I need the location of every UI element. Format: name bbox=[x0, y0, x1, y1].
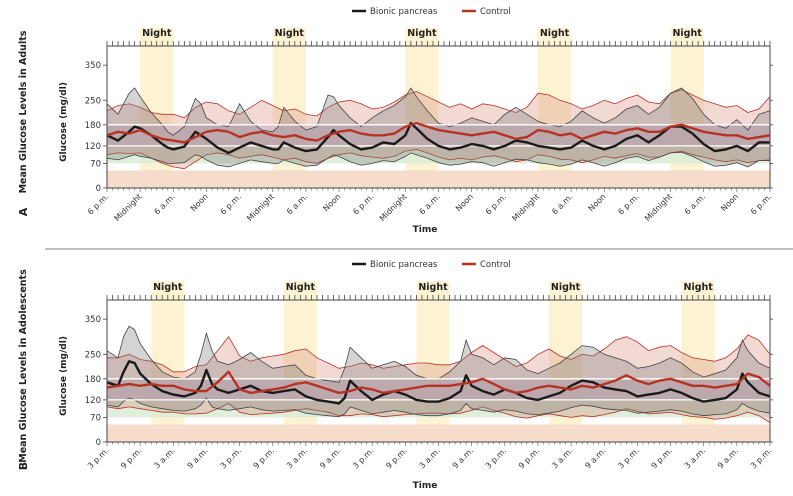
y-tick-label: 250 bbox=[85, 350, 101, 360]
night-band bbox=[416, 281, 450, 442]
night-band bbox=[151, 281, 185, 442]
panel-letter: A bbox=[17, 207, 30, 216]
y-tick-label: 70 bbox=[90, 413, 101, 423]
x-tick-label: Noon bbox=[321, 192, 342, 213]
x-tick-label: 3 p.m. bbox=[219, 446, 243, 470]
x-tick-label: Noon bbox=[719, 192, 740, 213]
x-tick-label: 3 a.m. bbox=[550, 446, 574, 470]
y-axis-title: Glucose (mg/dl) bbox=[59, 336, 69, 416]
x-tick-label: 9 a.m. bbox=[716, 446, 740, 470]
y-axis-title: Glucose (mg/dl) bbox=[59, 82, 69, 162]
bionic-upper-bound bbox=[106, 325, 771, 383]
panel-adolescents: Bionic pancreas Control Night Night Night Nig… bbox=[17, 260, 773, 491]
night-label: Night bbox=[540, 28, 570, 39]
x-tick-label: 9 a.m. bbox=[186, 446, 210, 470]
night-label: Night bbox=[684, 282, 714, 293]
y-tick-label: 350 bbox=[85, 315, 101, 325]
x-tick-label: 6 p.m. bbox=[219, 192, 243, 216]
night-label: Night bbox=[142, 28, 172, 39]
night-label: Night bbox=[286, 282, 316, 293]
x-tick-label: Midnight bbox=[643, 192, 674, 223]
hypoglycemia-band bbox=[107, 424, 770, 442]
x-tick-label: 6 a.m. bbox=[285, 192, 309, 216]
x-tick-label: 9 a.m. bbox=[318, 446, 342, 470]
x-tick-label: 6 a.m. bbox=[418, 192, 442, 216]
x-tick-label: Noon bbox=[189, 192, 210, 213]
night-label: Night bbox=[153, 282, 183, 293]
x-tick-label: 3 p.m. bbox=[86, 446, 110, 470]
legend-bionic-label: Bionic pancreas bbox=[370, 7, 438, 17]
x-tick-label: Midnight bbox=[510, 192, 541, 223]
x-tick-label: Midnight bbox=[113, 192, 144, 223]
x-tick-label: 6 a.m. bbox=[152, 192, 176, 216]
hypoglycemia-band bbox=[107, 170, 770, 188]
night-label: Night bbox=[672, 28, 702, 39]
x-tick-label: 3 p.m. bbox=[749, 446, 773, 470]
bionic-mean-line bbox=[106, 360, 771, 405]
legend-bionic-label: Bionic pancreas bbox=[370, 260, 438, 270]
x-tick-label: 6 p.m. bbox=[86, 192, 110, 216]
bionic-lower-bound bbox=[106, 397, 771, 418]
x-tick-label: Noon bbox=[587, 192, 608, 213]
target-range-band bbox=[107, 124, 770, 146]
panel-title: Mean Glucose Levels in Adults bbox=[18, 30, 29, 193]
y-tick-label: 0 bbox=[96, 184, 101, 194]
legend-control-label: Control bbox=[480, 260, 511, 270]
x-tick-label: 3 a.m. bbox=[683, 446, 707, 470]
x-tick-label: 9 a.m. bbox=[451, 446, 475, 470]
y-tick-label: 350 bbox=[85, 61, 101, 71]
night-label: Night bbox=[407, 28, 437, 39]
panel-adults: Bionic pancreas Control Night Night Night Nig… bbox=[17, 7, 773, 235]
y-tick-label: 70 bbox=[90, 159, 101, 169]
x-tick-label: 3 p.m. bbox=[351, 446, 375, 470]
x-tick-label: 9 p.m. bbox=[384, 446, 408, 470]
x-tick-label: 9 p.m. bbox=[650, 446, 674, 470]
bionic-lower-bound bbox=[106, 151, 770, 168]
x-tick-label: 6 p.m. bbox=[616, 192, 640, 216]
panel-title: Mean Glucose Levels in Adolescents bbox=[18, 269, 29, 463]
x-tick-label: 3 a.m. bbox=[418, 446, 442, 470]
x-tick-label: 9 a.m. bbox=[583, 446, 607, 470]
x-tick-label: 3 p.m. bbox=[484, 446, 508, 470]
x-tick-label: Midnight bbox=[245, 192, 276, 223]
y-tick-label: 120 bbox=[85, 142, 101, 152]
y-tick-label: 250 bbox=[85, 96, 101, 106]
legend: Bionic pancreas Control bbox=[352, 260, 511, 270]
x-tick-label: 6 a.m. bbox=[550, 192, 574, 216]
x-tick-label: 6 a.m. bbox=[683, 192, 707, 216]
x-tick-label: 3 a.m. bbox=[285, 446, 309, 470]
y-tick-label: 180 bbox=[85, 375, 101, 385]
x-tick-label: 6 p.m. bbox=[351, 192, 375, 216]
control-upper-bound bbox=[106, 89, 771, 119]
y-tick-label: 0 bbox=[96, 438, 101, 448]
x-tick-label: 6 p.m. bbox=[749, 192, 773, 216]
x-tick-label: 9 p.m. bbox=[517, 446, 541, 470]
panel-letter: B bbox=[17, 462, 30, 470]
x-tick-label: 3 p.m. bbox=[616, 446, 640, 470]
x-tick-label: 9 p.m. bbox=[252, 446, 276, 470]
x-tick-label: Midnight bbox=[378, 192, 409, 223]
x-axis-title: Time bbox=[413, 225, 438, 235]
y-tick-label: 120 bbox=[85, 396, 101, 406]
x-tick-label: 6 p.m. bbox=[484, 192, 508, 216]
night-label: Night bbox=[418, 282, 448, 293]
control-upper-bound bbox=[107, 334, 771, 373]
legend: Bionic pancreas Control bbox=[352, 7, 511, 17]
y-tick-label: 180 bbox=[85, 121, 101, 131]
legend-control-label: Control bbox=[480, 7, 511, 17]
night-label: Night bbox=[275, 28, 305, 39]
x-tick-label: 9 p.m. bbox=[119, 446, 143, 470]
bionic-upper-bound bbox=[106, 87, 771, 136]
night-label: Night bbox=[551, 282, 581, 293]
bionic-range-area bbox=[107, 88, 770, 167]
x-tick-label: Noon bbox=[454, 192, 475, 213]
x-axis-title: Time bbox=[413, 481, 438, 491]
x-tick-label: 3 a.m. bbox=[152, 446, 176, 470]
